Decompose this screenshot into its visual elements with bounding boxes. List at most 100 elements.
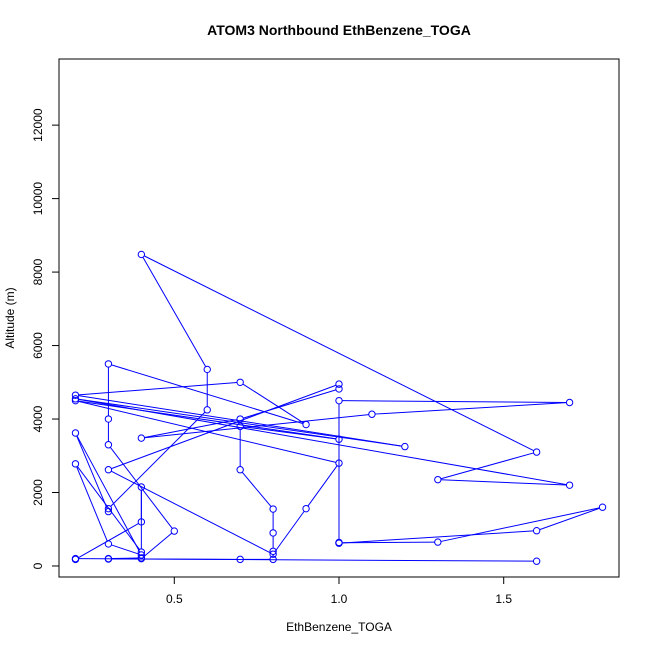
data-point bbox=[269, 505, 277, 513]
series-segment bbox=[440, 507, 600, 542]
data-point bbox=[335, 396, 343, 405]
x-tick-label: 0.5 bbox=[166, 592, 183, 606]
series-segment bbox=[243, 389, 337, 419]
data-point bbox=[269, 550, 277, 558]
data-point bbox=[104, 504, 113, 513]
data-point bbox=[104, 360, 113, 368]
data-point bbox=[302, 420, 310, 429]
data-point bbox=[532, 527, 541, 535]
data-point bbox=[71, 555, 80, 564]
y-tick-label: 2000 bbox=[31, 479, 45, 506]
data-point bbox=[532, 557, 541, 565]
y-axis-label: Altitude (m) bbox=[3, 287, 17, 348]
series-segment bbox=[144, 414, 369, 439]
data-point bbox=[269, 555, 277, 564]
data-point bbox=[71, 396, 80, 405]
data-point bbox=[434, 538, 442, 546]
data-point bbox=[401, 442, 409, 451]
data-point bbox=[170, 527, 178, 535]
y-tick-label: 0 bbox=[31, 562, 45, 569]
data-point bbox=[71, 391, 80, 399]
series-segment bbox=[241, 471, 272, 507]
data-point bbox=[104, 441, 113, 449]
data-point bbox=[137, 483, 146, 491]
chart-title: ATOM3 Northbound EthBenzene_TOGA bbox=[207, 22, 471, 38]
data-point bbox=[236, 415, 244, 423]
data-point bbox=[335, 385, 343, 393]
series-segment bbox=[78, 400, 337, 463]
x-axis-label: EthBenzene_TOGA bbox=[286, 620, 392, 634]
data-point bbox=[203, 406, 211, 414]
data-point bbox=[236, 466, 244, 474]
data-point bbox=[203, 365, 211, 374]
data-point bbox=[137, 554, 146, 562]
series-segment bbox=[111, 364, 304, 425]
series-segment bbox=[342, 400, 567, 403]
series-segment bbox=[76, 466, 108, 542]
series bbox=[71, 250, 607, 565]
series-segment bbox=[78, 400, 336, 440]
series-layer bbox=[71, 250, 607, 565]
series-segment bbox=[539, 507, 600, 531]
y-tick-label: 10000 bbox=[31, 182, 45, 216]
y-tick-label: 8000 bbox=[31, 258, 45, 285]
data-point bbox=[71, 460, 80, 468]
series-segment bbox=[76, 435, 108, 509]
series-segment bbox=[142, 256, 207, 367]
series-segment bbox=[375, 402, 567, 415]
data-point bbox=[104, 415, 113, 423]
data-point bbox=[335, 459, 343, 467]
series-segment bbox=[111, 470, 271, 554]
series-segment bbox=[143, 255, 535, 452]
data-point bbox=[236, 555, 244, 564]
x-tick-label: 1.0 bbox=[331, 592, 348, 606]
series-segment bbox=[440, 452, 534, 480]
y-tick-label: 4000 bbox=[31, 405, 45, 432]
x-tick-label: 1.5 bbox=[495, 592, 512, 606]
data-point bbox=[335, 380, 343, 388]
data-point bbox=[368, 410, 376, 418]
data-point bbox=[71, 429, 80, 437]
data-point bbox=[236, 378, 244, 386]
data-point bbox=[302, 504, 310, 513]
series-segment bbox=[440, 479, 567, 486]
series-segment bbox=[274, 510, 305, 552]
data-point bbox=[137, 518, 146, 526]
series-segment bbox=[111, 557, 139, 560]
data-point bbox=[137, 250, 146, 259]
x-axis: 0.5 1.0 1.5 bbox=[166, 576, 512, 606]
data-point bbox=[104, 466, 113, 474]
series-segment bbox=[76, 435, 141, 553]
data-point bbox=[104, 555, 113, 563]
y-tick-label: 12000 bbox=[31, 108, 45, 142]
data-point bbox=[565, 481, 574, 489]
series-segment bbox=[144, 419, 238, 439]
data-point bbox=[532, 448, 541, 456]
series-segment bbox=[78, 382, 238, 396]
series-segment bbox=[307, 465, 338, 507]
data-point bbox=[269, 547, 277, 555]
data-point bbox=[104, 540, 113, 548]
series-segment bbox=[78, 398, 567, 486]
y-axis: 0 2000 4000 6000 8000 10000 12000 bbox=[31, 108, 60, 569]
series-segment bbox=[143, 532, 173, 557]
series-segment bbox=[242, 383, 304, 424]
data-point bbox=[269, 529, 277, 537]
data-point bbox=[434, 475, 442, 484]
data-point bbox=[137, 434, 146, 442]
series-segment bbox=[111, 384, 337, 470]
data-point bbox=[598, 503, 607, 511]
series-segment bbox=[111, 544, 139, 555]
data-point bbox=[236, 422, 244, 431]
data-point bbox=[335, 435, 343, 443]
series-segment bbox=[109, 446, 173, 529]
data-point bbox=[137, 551, 146, 559]
y-tick-label: 6000 bbox=[31, 332, 45, 359]
series-segment bbox=[342, 541, 435, 544]
data-point bbox=[565, 398, 574, 407]
data-point bbox=[104, 507, 113, 516]
data-point bbox=[335, 539, 343, 547]
series-segment bbox=[342, 530, 534, 544]
